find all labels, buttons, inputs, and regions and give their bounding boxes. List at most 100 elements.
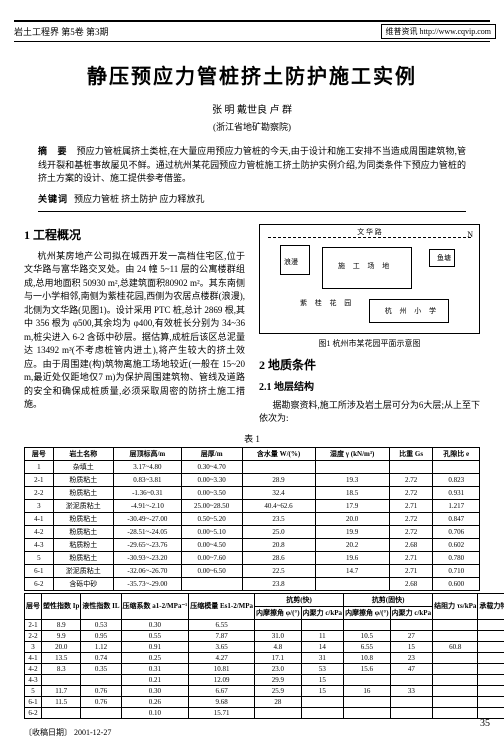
table-cell: 18.5 <box>315 486 389 499</box>
rule-under-header <box>14 41 490 42</box>
table-row: 320.01.120.913.654.8146.551560.8190 <box>25 641 504 652</box>
table-cell: 8.3 <box>42 663 81 674</box>
section-1-heading: 1 工程概况 <box>24 226 245 244</box>
table-cell: 10.81 <box>189 663 255 674</box>
table-cell <box>315 577 389 590</box>
table-cell: 0.53 <box>81 619 121 630</box>
section-2-1-body: 据勘察资料,施工所涉及岩土层可分为6大层;从上至下依次为: <box>259 399 480 426</box>
table-1-label: 表 1 <box>0 432 504 445</box>
table-cell: 8.9 <box>42 619 81 630</box>
table-cell: 杂填土 <box>53 460 113 473</box>
section-2-heading: 2 地质条件 <box>259 356 480 374</box>
table-cell: 0.83~3.81 <box>113 473 181 486</box>
table-row: 4-30.2112.0929.915150 <box>25 674 504 685</box>
table-row: 3淤泥质粘土-4.91~-2.1025.00~28.5040.4~62.617.… <box>25 499 480 512</box>
table-cell: 0.00~5.10 <box>181 525 242 538</box>
table-row: 5粉质粘土-30.93~-23.200.00~7.6028.619.62.710… <box>25 551 480 564</box>
left-column: 1 工程概况 杭州某房地产公司拟在城西开发一高档住宅区,位于文华路与富华路交叉处… <box>24 222 245 426</box>
table-row: 4-2粉质粘土-28.51~-24.050.00~5.1025.019.92.7… <box>25 525 480 538</box>
table-cell: 0.91 <box>121 641 189 652</box>
table-cell: 0.00~3.50 <box>181 486 242 499</box>
table-cell: 0.00~6.50 <box>181 564 242 577</box>
table-row: 2-29.90.950.557.8731.01110.527110 <box>25 630 504 641</box>
table-cell: 0.35 <box>81 663 121 674</box>
table-cell: 31.0 <box>255 630 302 641</box>
table-cell: 1.217 <box>433 499 480 512</box>
table-cell: 15 <box>301 685 343 696</box>
table-cell: 6.67 <box>189 685 255 696</box>
table-cell: 2.68 <box>389 577 433 590</box>
table-cell <box>433 674 478 685</box>
table-cell: 23.0 <box>255 663 302 674</box>
table-header: 比重 Gs <box>389 447 433 460</box>
table-row: 1杂填土3.17~4.800.30~4.70 <box>25 460 480 473</box>
table-cell: 5 <box>25 551 54 564</box>
table-cell: 0.50~5.20 <box>181 512 242 525</box>
table-cell: 10.5 <box>344 630 391 641</box>
table-row: 4-113.50.740.254.2717.13110.823100 <box>25 652 504 663</box>
table-cell: 2.72 <box>389 512 433 525</box>
table-header: 内摩擦角 φ/(°) <box>255 606 302 619</box>
table-cell: 15 <box>390 641 432 652</box>
table-cell: 9.9 <box>42 630 81 641</box>
table-cell: 0.25 <box>121 652 189 663</box>
table-cell <box>344 696 391 707</box>
table-cell <box>433 652 478 663</box>
table-cell: 28.6 <box>242 551 315 564</box>
table-cell: -1.36~0.31 <box>113 486 181 499</box>
fig-garden-label: 紫 桂 花 园 <box>300 298 354 309</box>
table-cell: 100 <box>478 685 504 696</box>
table-cell: 19.9 <box>315 525 389 538</box>
table-cell: 27 <box>390 630 432 641</box>
abstract: 摘 要预应力管桩属挤土类桩,在大量应用预应力管桩的今天,由于设计和施工安排不当造… <box>38 145 466 186</box>
table-cell <box>390 674 432 685</box>
table-cell: 15 <box>301 674 343 685</box>
table-cell: 190 <box>478 641 504 652</box>
table-cell: 20.0 <box>42 641 81 652</box>
table-row: 4-28.30.350.3110.8123.05315.647135 <box>25 663 504 674</box>
table-cell: 粉质粘土 <box>53 473 113 486</box>
table-cell: 6-2 <box>25 577 54 590</box>
table-cell: 0.30~4.70 <box>181 460 242 473</box>
table-cell: 0.30 <box>121 619 189 630</box>
table-header: 含水量 W/(%) <box>242 447 315 460</box>
table-cell: 53 <box>301 663 343 674</box>
table-cell: 11 <box>301 630 343 641</box>
table-cell: 20.2 <box>315 538 389 551</box>
article-title: 静压预应力管桩挤土防护施工实例 <box>0 60 504 89</box>
table-header: 抗剪(固快) <box>344 593 433 606</box>
table-header: 压缩模量 Es1-2/MPa <box>189 593 255 619</box>
keywords-label: 关键词 <box>38 194 68 204</box>
table-cell: 4.27 <box>189 652 255 663</box>
figure-1-caption: 图1 杭州市某花园平面示意图 <box>259 338 480 350</box>
table-cell <box>433 685 478 696</box>
table-cell <box>301 619 343 630</box>
table-header: 塑性指数 Ip <box>42 593 81 619</box>
table-cell: 6-1 <box>25 564 54 577</box>
fig-school-label: 杭 州 小 学 <box>385 306 439 317</box>
fig-road-line <box>268 237 471 238</box>
table-row: 4-1粉质粘土-30.49~-27.000.50~5.2023.520.02.7… <box>25 512 480 525</box>
table-cell <box>433 619 478 630</box>
table-cell: 4-3 <box>25 674 42 685</box>
table-cell <box>42 674 81 685</box>
table-cell: 100 <box>478 652 504 663</box>
table-cell: 0.00~7.60 <box>181 551 242 564</box>
table-header: 内聚力 c/kPa <box>390 606 432 619</box>
table-cell: 80 <box>478 619 504 630</box>
table-cell <box>433 696 478 707</box>
two-column-body: 1 工程概况 杭州某房地产公司拟在城西开发一高档住宅区,位于文华路与富华路交叉处… <box>24 222 480 426</box>
table-header: 岩土名称 <box>53 447 113 460</box>
abstract-text: 预应力管桩属挤土类桩,在大量应用预应力管桩的今天,由于设计和施工安排不当造成周围… <box>38 146 466 183</box>
table-cell: 4.8 <box>255 641 302 652</box>
table-cell: 23 <box>390 652 432 663</box>
table-cell: -30.93~-23.20 <box>113 551 181 564</box>
table-cell: 6.55 <box>189 619 255 630</box>
received-date: 〔收稿日期〕 2001-12-27 <box>24 727 480 738</box>
table-cell: 5 <box>25 685 42 696</box>
table-cell: 0.710 <box>433 564 480 577</box>
table-cell: 1.12 <box>81 641 121 652</box>
fig-road-label: 文 华 路 <box>357 227 382 238</box>
table-cell: 23.5 <box>242 512 315 525</box>
table-cell: 0.600 <box>433 577 480 590</box>
